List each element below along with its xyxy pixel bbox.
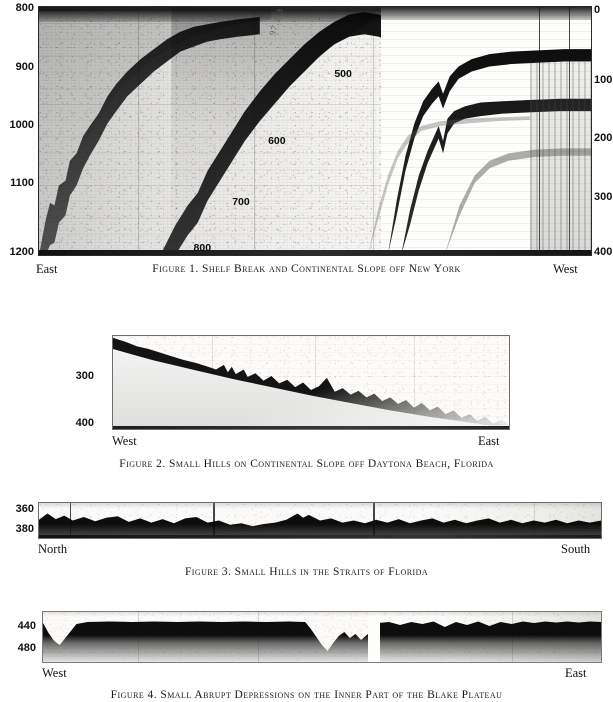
figure-3-vmark-4 (533, 503, 535, 538)
figure-4-direction-west: West (42, 666, 67, 680)
figure-3-top-haze (39, 503, 601, 509)
figure-3-direction-north: North (38, 542, 68, 556)
figure-1-west-surface (381, 7, 591, 20)
figure-3-direction-south: South (561, 542, 591, 556)
figure-2-vmark-3 (413, 336, 415, 429)
figure-1: 800 900 1000 1100 1200 0 100 200 300 400 (0, 0, 613, 290)
figure-1-direction-east: East (36, 262, 58, 276)
figure-1-surface-band (39, 7, 591, 11)
figure-1-vmark-3 (372, 7, 374, 255)
figure-1-bottom-band (39, 250, 591, 255)
figure-1-west-vmark-b (568, 7, 571, 255)
figure-1-left-tick-1200: 1200 (9, 246, 34, 258)
figure-4-caption: Figure 4. Small Abrupt Depressions on th… (110, 689, 503, 701)
figure-1-vmark-2 (254, 7, 256, 255)
figure-3-left-tick-360: 360 (15, 503, 34, 515)
figure-1-annotation-700: 700 (232, 195, 250, 208)
figure-1-left-tick-1100: 1100 (10, 177, 34, 189)
figure-2-vmark-2 (314, 336, 316, 429)
figure-2-direction-west: West (112, 434, 137, 448)
figure-2-record (112, 335, 510, 430)
figure-1-annotation-600: 600 (268, 134, 286, 147)
figure-2-caption: Figure 2. Small Hills on Continental Slo… (119, 458, 494, 470)
figure-4-direction-east: East (565, 666, 587, 680)
figure-2-left-tick-300: 300 (75, 370, 94, 382)
figure-2-left-tick-400: 400 (75, 417, 94, 429)
figure-1-direction-west: West (553, 262, 578, 276)
figure-3-bottom-band (39, 535, 601, 538)
figure-3-caption: Figure 3. Small Hills in the Straits of … (184, 566, 429, 578)
figure-1-right-tick-0: 0 (594, 4, 601, 16)
figure-1-right-tick-300: 300 (594, 191, 613, 203)
figure-3: 360 380 North South Figure 3. Small Hill… (0, 495, 613, 595)
figure-4-record (42, 611, 602, 663)
figure-1-right-tick-400: 400 (594, 246, 613, 258)
figure-1-edge-smudge (530, 61, 591, 255)
figure-1-annotation-800: 800 (193, 241, 212, 254)
figure-1-record: 500 600 700 800 97.2.3 (38, 6, 592, 256)
figure-1-right-tick-200: 200 (594, 132, 613, 144)
figure-3-canvas (39, 503, 601, 538)
figure-2-bottom-band (113, 426, 509, 429)
figure-3-left-tick-380: 380 (15, 523, 34, 535)
figure-2-canvas (113, 336, 509, 429)
figure-2: 300 400 West East Figure 2. Small Hills … (0, 330, 613, 475)
figure-4-record-gap (367, 612, 381, 662)
figure-1-canvas: 500 600 700 800 97.2.3 (39, 7, 591, 255)
figure-1-vmark-1 (138, 7, 140, 255)
figure-1-left-tick-900: 900 (15, 61, 34, 73)
figure-4-canvas (43, 612, 601, 662)
figure-4-top-haze (43, 612, 601, 617)
figure-4-left-tick-440: 440 (17, 620, 36, 632)
figure-1-caption: Figure 1. Shelf Break and Continental Sl… (152, 263, 461, 275)
figure-3-vmark-2 (213, 503, 215, 538)
figure-1-left-tick-800: 800 (15, 2, 34, 14)
figure-1-left-tick-1000: 1000 (9, 119, 34, 131)
figure-1-annotation-500: 500 (334, 68, 352, 80)
figure-4-left-tick-480: 480 (17, 642, 36, 654)
figure-1-surface-fuzz (39, 11, 591, 22)
figure-1-right-tick-100: 100 (594, 74, 613, 86)
figure-3-record (38, 502, 602, 539)
figure-1-west-vmark-a (538, 7, 540, 255)
figure-4: 440 480 West East Figure 4. Small Abrupt… (0, 603, 613, 701)
figure-2-direction-east: East (478, 434, 500, 448)
